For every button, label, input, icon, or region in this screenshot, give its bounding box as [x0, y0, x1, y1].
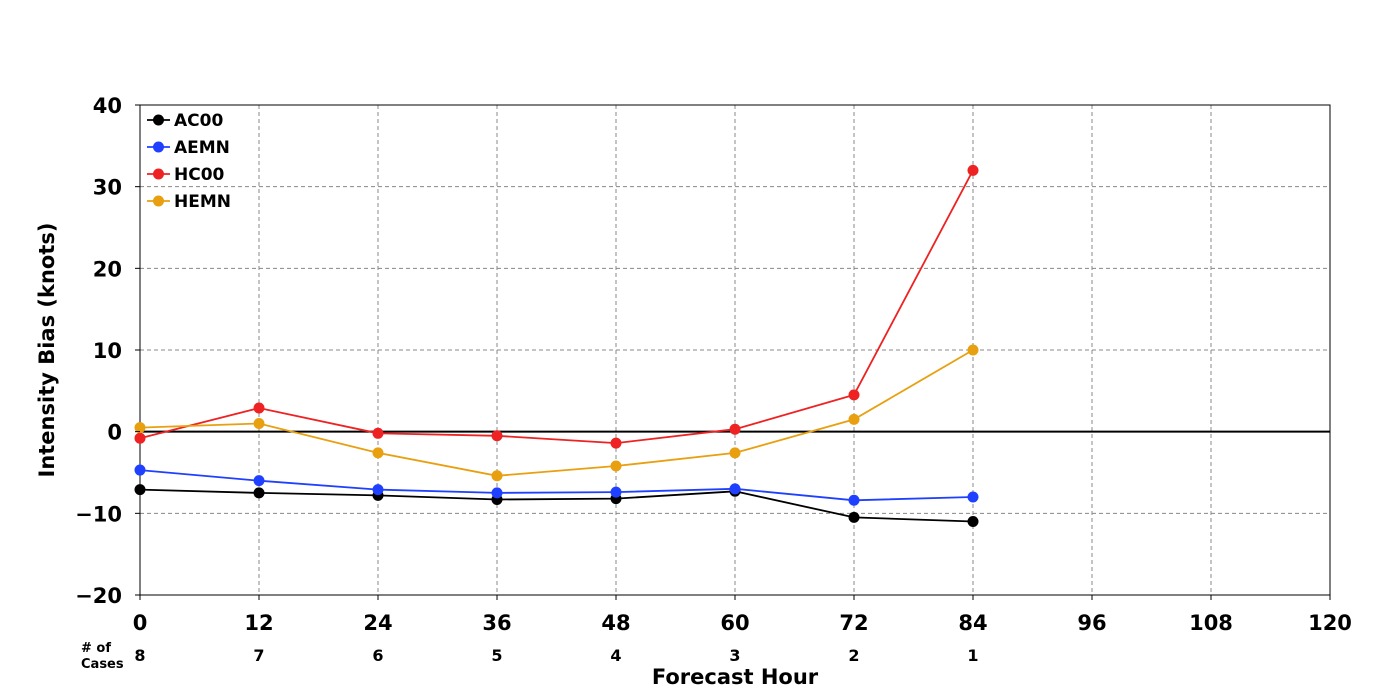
legend-label: HEMN [174, 192, 231, 212]
case-count: 5 [491, 646, 502, 665]
legend-entry: AEMN [147, 138, 230, 158]
data-point [729, 423, 741, 435]
data-point [372, 447, 384, 459]
cases-label-line1: # of [81, 641, 111, 656]
legend-entry: HC00 [147, 165, 225, 185]
legend-swatch-marker [153, 141, 164, 153]
series-line [139, 349, 974, 477]
legend-entry: AC00 [147, 111, 223, 131]
x-tick-label: 108 [1189, 611, 1233, 635]
y-tick-label: −10 [75, 502, 122, 526]
legend-label: AEMN [174, 138, 230, 158]
legend-entry: HEMN [147, 192, 231, 212]
series-line [139, 169, 974, 445]
data-point [848, 413, 860, 425]
case-count: 2 [848, 646, 859, 665]
x-tick-label: 84 [958, 611, 987, 635]
case-count: 4 [610, 646, 621, 665]
x-axis-title: Forecast Hour [652, 665, 819, 689]
data-point [729, 447, 741, 459]
cases-row: # of Cases 8 7 6 5 4 3 2 1 [81, 641, 979, 672]
case-count: 3 [729, 646, 740, 665]
x-tick-label: 12 [244, 611, 273, 635]
data-point [610, 437, 622, 449]
data-point [253, 475, 265, 487]
y-axis-ticks: 40 30 20 10 0 −10 −20 [75, 94, 140, 608]
grid-lines [140, 105, 1330, 595]
data-point [967, 344, 979, 356]
legend: AC00 AEMN HC00 HEMN [147, 111, 231, 212]
case-count: 6 [372, 646, 383, 665]
data-point [253, 487, 265, 499]
x-tick-label: 96 [1077, 611, 1106, 635]
data-point [491, 470, 503, 482]
data-point [491, 430, 503, 442]
data-point [967, 491, 979, 503]
x-tick-label: 60 [720, 611, 749, 635]
data-point [848, 494, 860, 506]
x-tick-label: 24 [363, 611, 392, 635]
data-point [134, 464, 146, 476]
data-point [848, 389, 860, 401]
legend-swatch-marker [153, 195, 164, 207]
data-point [134, 422, 146, 434]
data-point [134, 432, 146, 444]
x-tick-label: 72 [839, 611, 868, 635]
data-point [134, 484, 146, 496]
case-count: 7 [253, 646, 264, 665]
data-point [610, 486, 622, 498]
y-tick-label: 0 [107, 421, 122, 445]
data-point [967, 516, 979, 527]
y-tick-label: 10 [93, 339, 122, 363]
y-tick-label: 30 [93, 176, 122, 200]
legend-swatch-marker [153, 114, 164, 126]
series-ac00 [134, 484, 979, 527]
legend-label: AC00 [174, 111, 223, 131]
data-point [967, 164, 979, 176]
series-aemn [134, 464, 979, 506]
case-count: 8 [134, 646, 145, 665]
y-axis-title: Intensity Bias (knots) [35, 223, 59, 478]
x-axis-ticks: 0 12 24 36 48 60 72 84 96 108 120 [133, 595, 1352, 635]
series-hc00 [134, 164, 979, 449]
data-point [253, 418, 265, 429]
y-tick-label: 40 [93, 94, 122, 118]
y-tick-label: 20 [93, 257, 122, 281]
case-count: 1 [967, 646, 978, 665]
x-tick-label: 0 [133, 611, 148, 635]
x-tick-label: 48 [601, 611, 630, 635]
data-point [610, 460, 622, 472]
series-hemn [134, 344, 979, 482]
data-point [372, 427, 384, 439]
y-tick-label: −20 [75, 584, 122, 608]
cases-label-line2: Cases [81, 657, 124, 672]
data-point [372, 484, 384, 496]
data-point [729, 483, 741, 495]
x-tick-label: 120 [1308, 611, 1352, 635]
data-point [253, 402, 265, 414]
data-point [848, 511, 860, 523]
legend-swatch-marker [153, 168, 164, 180]
x-tick-label: 36 [482, 611, 511, 635]
data-point [491, 487, 503, 499]
series-layer [134, 164, 979, 527]
series-line [139, 488, 974, 523]
series-line [139, 469, 974, 502]
legend-label: HC00 [174, 165, 225, 185]
